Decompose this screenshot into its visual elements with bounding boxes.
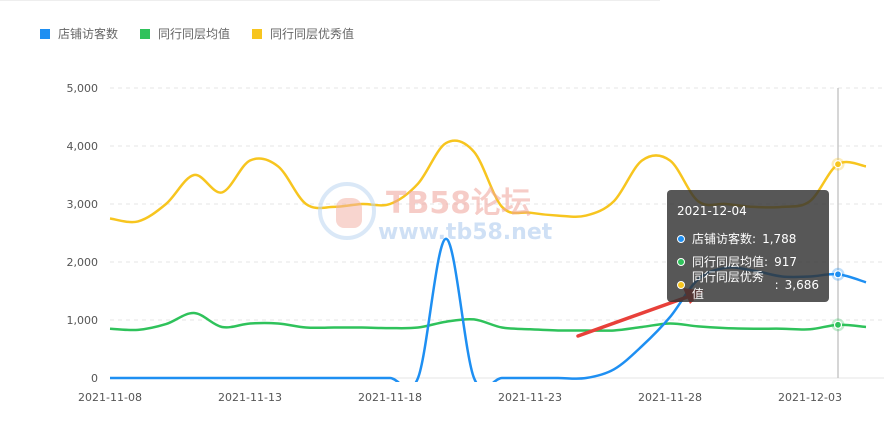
- tooltip-dot: [677, 257, 685, 266]
- x-tick-label: 2021-11-18: [358, 391, 422, 404]
- x-tick-label: 2021-11-28: [638, 391, 702, 404]
- tooltip-value: 917: [774, 254, 797, 269]
- tooltip-value: 3,686: [784, 277, 819, 292]
- x-tick-label: 2021-12-03: [778, 391, 842, 404]
- tooltip-label: 店铺访客数: [692, 232, 753, 246]
- tooltip-date: 2021-12-04: [677, 204, 747, 218]
- legend-label: 店铺访客数: [58, 27, 119, 41]
- legend-swatch-peer-excellent: [252, 28, 263, 39]
- y-tick-label: 5,000: [67, 82, 99, 95]
- legend-item-peer-avg[interactable]: 同行同层均值: [140, 25, 230, 42]
- tooltip-row-visitors: 店铺访客数: 1,788: [677, 227, 819, 250]
- tooltip-label: 同行同层优秀值: [691, 269, 764, 301]
- legend-item-peer-excellent[interactable]: 同行同层优秀值: [252, 25, 354, 42]
- series-line: [109, 311, 867, 332]
- legend-label: 同行同层优秀值: [270, 27, 355, 41]
- tooltip-colon: :: [752, 231, 757, 246]
- y-tick-label: 4,000: [67, 140, 99, 153]
- chart-tooltip: 2021-12-04 店铺访客数: 1,788 同行同层均值: 917 同行同层…: [667, 190, 829, 302]
- hover-point: [833, 270, 843, 279]
- legend-swatch-peer-avg: [140, 28, 151, 39]
- tooltip-dot: [677, 234, 685, 243]
- tooltip-dot: [677, 280, 685, 289]
- hover-point: [833, 160, 843, 169]
- chart-legend: 店铺访客数 同行同层均值 同行同层优秀值: [40, 25, 376, 42]
- tooltip-value: 1,788: [762, 231, 797, 246]
- legend-swatch-visitors: [40, 28, 50, 39]
- x-tick-label: 2021-11-23: [498, 391, 562, 404]
- tooltip-row-peer-excellent: 同行同层优秀值: 3,686: [677, 270, 819, 301]
- x-tick-label: 2021-11-08: [78, 391, 142, 404]
- y-tick-label: 2,000: [67, 256, 99, 269]
- top-divider: [0, 0, 660, 1]
- hover-point: [833, 320, 843, 329]
- tooltip-colon: :: [764, 254, 769, 269]
- tooltip-colon: :: [774, 277, 779, 292]
- tooltip-row-peer-avg: 同行同层均值: 917: [677, 250, 819, 273]
- legend-label: 同行同层均值: [158, 27, 231, 41]
- annotation-arrow-shaft: [576, 294, 692, 338]
- y-tick-label: 0: [91, 372, 98, 385]
- legend-item-visitors[interactable]: 店铺访客数: [40, 25, 118, 42]
- y-tick-label: 1,000: [67, 314, 99, 327]
- x-tick-label: 2021-11-13: [218, 391, 282, 404]
- y-tick-label: 3,000: [67, 198, 99, 211]
- tooltip-label: 同行同层均值: [692, 255, 765, 269]
